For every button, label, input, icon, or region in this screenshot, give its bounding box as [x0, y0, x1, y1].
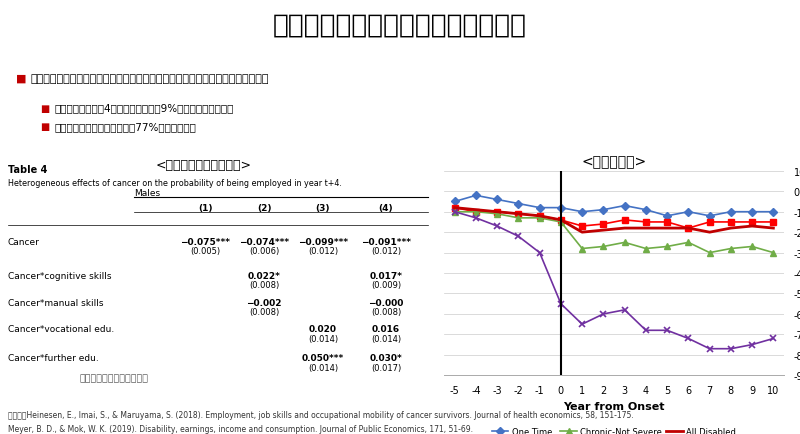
Text: （資料）Heinesen, E., Imai, S., & Maruyama, S. (2018). Employment, job skills and oc: （資料）Heinesen, E., Imai, S., & Maruyama, …: [8, 410, 634, 419]
Text: −0.099***: −0.099***: [298, 237, 348, 246]
Text: 0.050***: 0.050***: [302, 353, 344, 362]
Text: (0.008): (0.008): [371, 307, 401, 316]
Text: Cancer*cognitive skills: Cancer*cognitive skills: [8, 271, 111, 280]
Text: (0.014): (0.014): [308, 363, 338, 372]
Text: <デンマーク：就労確率>: <デンマーク：就労確率>: [156, 158, 252, 171]
Text: (0.012): (0.012): [371, 247, 401, 256]
Text: 悪性新生物罹患で4年後の就労確率が9%低下（デンマーク）: 悪性新生物罹患で4年後の就労確率が9%低下（デンマーク）: [54, 103, 234, 113]
Text: Meyer, B. D., & Mok, W. K. (2019). Disability, earnings, income and consumption.: Meyer, B. D., & Mok, W. K. (2019). Disab…: [8, 424, 473, 434]
Text: −0.002: −0.002: [246, 298, 282, 307]
Text: (0.012): (0.012): [308, 247, 338, 256]
Text: Cancer*vocational edu.: Cancer*vocational edu.: [8, 325, 114, 333]
Text: ■: ■: [16, 74, 26, 84]
Text: (0.017): (0.017): [371, 363, 401, 372]
Text: ■: ■: [40, 103, 50, 113]
Title: <米国：収入>: <米国：収入>: [582, 155, 646, 169]
Text: (1): (1): [198, 203, 213, 212]
X-axis label: Year from Onset: Year from Onset: [563, 401, 665, 411]
Text: 0.020: 0.020: [309, 325, 337, 333]
Text: 0.016: 0.016: [372, 325, 400, 333]
Text: (3): (3): [316, 203, 330, 212]
Text: (0.014): (0.014): [308, 334, 338, 343]
Text: Heterogeneous effects of cancer on the probability of being employed in year t+4: Heterogeneous effects of cancer on the p…: [8, 179, 342, 188]
Text: 0.017*: 0.017*: [370, 271, 402, 280]
Text: −0.091***: −0.091***: [361, 237, 411, 246]
Legend: One Time, Temporary, Chronic-Not Severe, Chronic-Severe, All Disabled: One Time, Temporary, Chronic-Not Severe,…: [488, 424, 740, 434]
Text: Males: Males: [134, 188, 160, 197]
Text: Cancer: Cancer: [8, 237, 40, 246]
Text: −0.000: −0.000: [368, 298, 404, 307]
Text: Cancer*manual skills: Cancer*manual skills: [8, 298, 103, 307]
Text: (0.008): (0.008): [249, 307, 279, 316]
Text: (0.006): (0.006): [249, 247, 279, 256]
Text: Cancer*further edu.: Cancer*further edu.: [8, 353, 98, 362]
Text: (0.009): (0.009): [371, 281, 401, 290]
Text: (0.008): (0.008): [249, 281, 279, 290]
Text: Table 4: Table 4: [8, 165, 47, 175]
Text: 製薬協メディアフォーラム: 製薬協メディアフォーラム: [80, 374, 149, 383]
Text: (0.005): (0.005): [190, 247, 221, 256]
Text: 重篤な慢性疾患罹患で収入が77%低下（米国）: 重篤な慢性疾患罹患で収入が77%低下（米国）: [54, 122, 196, 132]
Text: 0.030*: 0.030*: [370, 353, 402, 362]
Text: (0.014): (0.014): [371, 334, 401, 343]
Text: −0.074***: −0.074***: [239, 237, 290, 246]
Text: (4): (4): [378, 203, 394, 212]
Text: 疾病が収入や労働供給に与える影響: 疾病が収入や労働供給に与える影響: [273, 13, 527, 39]
Text: 0.022*: 0.022*: [248, 271, 281, 280]
Text: 多くの研究で重篤な疾病罹患により労働供給が抑制される点は既に知られている: 多くの研究で重篤な疾病罹患により労働供給が抑制される点は既に知られている: [30, 74, 269, 84]
Text: ■: ■: [40, 122, 50, 132]
Text: −0.075***: −0.075***: [180, 237, 230, 246]
Text: (2): (2): [257, 203, 271, 212]
